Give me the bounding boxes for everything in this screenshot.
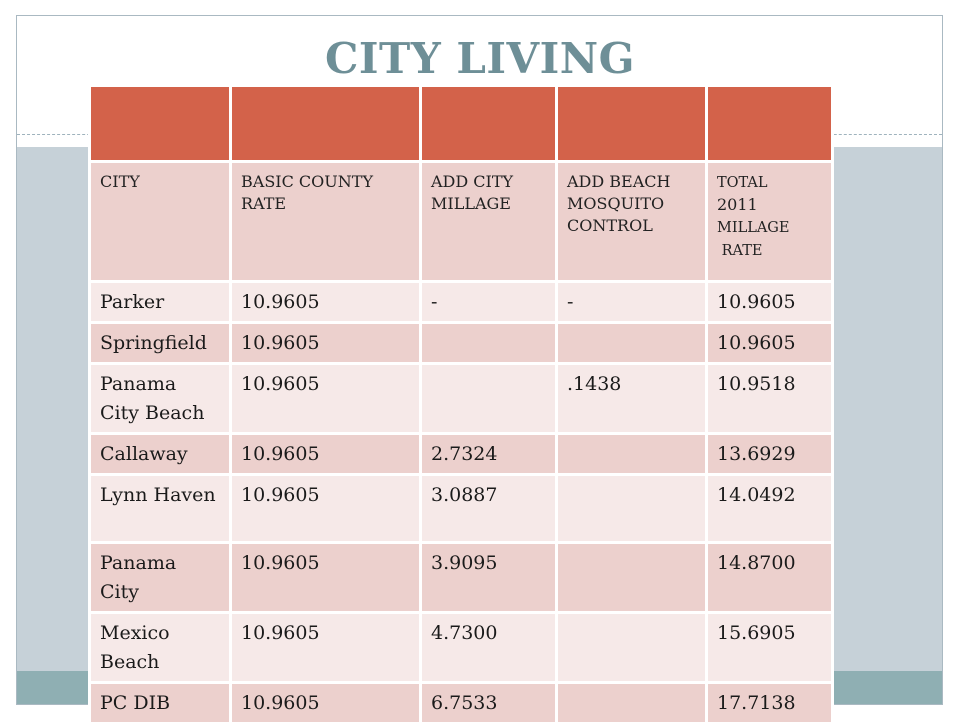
total-rate-cell: 10.9518: [705, 362, 834, 435]
column-label-add-beach-mosquito-control: ADD BEACH MOSQUITO CONTROL: [555, 160, 708, 283]
city-millage-cell: 2.7324: [419, 432, 558, 476]
mosquito-control-cell: [555, 473, 708, 544]
city-cell: PC DIB: [88, 681, 232, 725]
mosquito-control-cell: [555, 321, 708, 365]
mosquito-control-cell: [555, 432, 708, 476]
city-millage-cell: 6.7533: [419, 681, 558, 725]
city-cell: Mexico Beach: [88, 611, 232, 684]
table-row: Panama City Beach 10.9605 .1438 10.9518: [88, 362, 834, 435]
total-rate-cell: 14.0492: [705, 473, 834, 544]
total-label-year: 2011: [717, 195, 758, 214]
table-row: Lynn Haven 10.9605 3.0887 14.0492: [88, 473, 834, 544]
millage-rate-table: CITY BASIC COUNTY RATE ADD CITY MILLAGE …: [88, 84, 834, 725]
column-label-city: CITY: [88, 160, 232, 283]
column-label-add-city-millage: ADD CITY MILLAGE: [419, 160, 558, 283]
table-header-row: [88, 84, 834, 163]
mosquito-control-cell: [555, 611, 708, 684]
total-label-prefix: TOTAL: [717, 175, 768, 191]
basic-rate-cell: 10.9605: [229, 473, 422, 544]
total-rate-cell: 17.7138: [705, 681, 834, 725]
city-cell: Panama City Beach: [88, 362, 232, 435]
total-rate-cell: 13.6929: [705, 432, 834, 476]
header-cell: [88, 84, 232, 163]
city-cell: Callaway: [88, 432, 232, 476]
city-millage-cell: [419, 321, 558, 365]
header-cell: [229, 84, 422, 163]
total-rate-cell: 10.9605: [705, 321, 834, 365]
city-millage-cell: 4.7300: [419, 611, 558, 684]
total-label-rate: RATE: [721, 243, 763, 259]
table-row: Callaway 10.9605 2.7324 13.6929: [88, 432, 834, 476]
column-label-total-millage-rate: TOTAL 2011 MILLAGE RATE: [705, 160, 834, 283]
total-rate-cell: 14.8700: [705, 541, 834, 614]
city-cell: Panama City: [88, 541, 232, 614]
city-cell: Lynn Haven: [88, 473, 232, 544]
total-rate-cell: 15.6905: [705, 611, 834, 684]
mosquito-control-cell: [555, 541, 708, 614]
column-label-row: CITY BASIC COUNTY RATE ADD CITY MILLAGE …: [88, 160, 834, 283]
header-cell: [555, 84, 708, 163]
table-row: Parker 10.9605 - - 10.9605: [88, 280, 834, 324]
total-label-millage: MILLAGE: [717, 220, 790, 236]
table-row: Mexico Beach 10.9605 4.7300 15.6905: [88, 611, 834, 684]
table-row: Panama City 10.9605 3.9095 14.8700: [88, 541, 834, 614]
basic-rate-cell: 10.9605: [229, 362, 422, 435]
mosquito-control-cell: -: [555, 280, 708, 324]
city-millage-cell: [419, 362, 558, 435]
city-cell: Springfield: [88, 321, 232, 365]
city-millage-cell: 3.9095: [419, 541, 558, 614]
city-cell: Parker: [88, 280, 232, 324]
total-rate-cell: 10.9605: [705, 280, 834, 324]
basic-rate-cell: 10.9605: [229, 432, 422, 476]
city-millage-cell: -: [419, 280, 558, 324]
basic-rate-cell: 10.9605: [229, 681, 422, 725]
column-label-basic-county-rate: BASIC COUNTY RATE: [229, 160, 422, 283]
mosquito-control-cell: .1438: [555, 362, 708, 435]
table-row: Springfield 10.9605 10.9605: [88, 321, 834, 365]
table-row: PC DIB 10.9605 6.7533 17.7138: [88, 681, 834, 725]
basic-rate-cell: 10.9605: [229, 541, 422, 614]
city-millage-cell: 3.0887: [419, 473, 558, 544]
header-cell: [705, 84, 834, 163]
basic-rate-cell: 10.9605: [229, 611, 422, 684]
header-cell: [419, 84, 558, 163]
basic-rate-cell: 10.9605: [229, 280, 422, 324]
basic-rate-cell: 10.9605: [229, 321, 422, 365]
mosquito-control-cell: [555, 681, 708, 725]
slide-title: CITY LIVING: [324, 34, 636, 83]
